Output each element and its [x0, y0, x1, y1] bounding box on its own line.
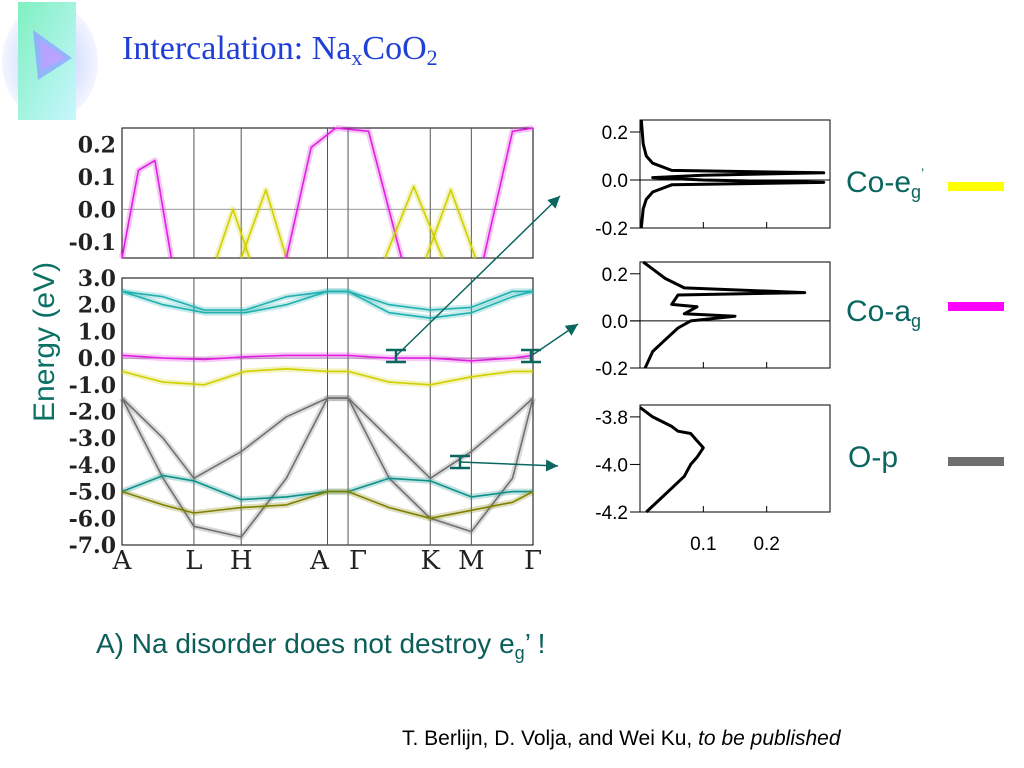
band-line	[121, 368, 533, 386]
y-tick-label: -7.0	[69, 533, 116, 559]
y-tick-label: 2.0	[78, 293, 116, 319]
y-tick-label: -0.1	[69, 230, 116, 256]
x-tick-label: 0.1	[690, 534, 716, 555]
y-tick-label: -1.0	[69, 373, 116, 399]
band-line	[240, 189, 288, 259]
y-tick-label: -5.0	[69, 480, 116, 506]
band-line	[285, 127, 337, 259]
dos-panel-frame-4	[639, 404, 831, 513]
y-tick-label: 0.0	[78, 197, 116, 223]
y-tick-label: -4.2	[595, 503, 628, 524]
band-line	[482, 127, 534, 259]
y-tick-label: 0.0	[602, 312, 628, 333]
dos-panel-frame-2	[639, 119, 831, 229]
band-line	[121, 490, 534, 520]
k-point-label: L	[185, 546, 202, 576]
x-tick-label: 0.2	[753, 534, 779, 555]
dos-curve	[642, 260, 807, 369]
k-point-label: A	[309, 546, 330, 576]
y-tick-label: -3.0	[69, 426, 116, 452]
y-tick-label: -4.0	[595, 455, 628, 476]
k-point-label: K	[421, 546, 441, 576]
y-tick-label: -0.2	[595, 219, 628, 240]
logo-graphic	[2, 2, 98, 120]
y-tick-label: 3.0	[78, 266, 116, 292]
legend-swatch-co-eg	[948, 182, 1004, 191]
legend-swatch-co-ag	[948, 302, 1004, 311]
y-tick-label: 0.2	[602, 123, 628, 144]
band-line	[121, 354, 534, 362]
arrow-to-ag-dos	[530, 323, 579, 357]
y-tick-label: 0.0	[78, 346, 116, 372]
y-tick-label: 1.0	[78, 319, 116, 345]
conclusion-text: A) Na disorder does not destroy eg’ !	[96, 628, 546, 663]
legend-label-o-p: O-p	[848, 441, 899, 474]
y-tick-label: 0.2	[602, 265, 628, 286]
band-line	[121, 159, 173, 259]
band-line	[121, 397, 534, 538]
y-tick-label: -3.8	[595, 408, 628, 429]
band-line	[425, 189, 477, 259]
credit-line: T. Berlijn, D. Volja, and Wei Ku, to be …	[402, 727, 841, 750]
legend-swatch-o-p	[948, 457, 1004, 466]
band-line	[335, 127, 403, 259]
y-tick-label: -0.2	[595, 359, 628, 380]
band-line	[215, 208, 251, 259]
slide-title: Intercalation: NaxCoO2	[122, 30, 438, 70]
arrow-to-op-dos	[459, 459, 559, 472]
dos-panel-frame-3	[639, 261, 831, 369]
k-point-label: Γ	[349, 546, 367, 576]
y-tick-label: 0.1	[78, 165, 116, 191]
arrow-to-eg-dos	[395, 195, 561, 357]
y-tick-label: 0.2	[78, 132, 116, 158]
y-tick-label: 0.0	[602, 171, 628, 192]
dos-curve	[639, 119, 826, 229]
band-line	[384, 185, 444, 259]
k-point-label: M	[458, 546, 485, 576]
k-point-label: A	[112, 546, 133, 576]
y-tick-label: -2.0	[69, 400, 116, 426]
legend-label-co-ag: Co-ag	[846, 295, 922, 331]
legend-label-co-eg: Co-eg’	[846, 165, 925, 202]
k-point-label: H	[230, 546, 253, 576]
k-point-label: Γ	[524, 546, 542, 576]
dos-curve	[639, 406, 705, 514]
y-tick-label: -6.0	[69, 506, 116, 532]
band-line	[121, 290, 534, 319]
y-tick-label: -4.0	[69, 453, 116, 479]
